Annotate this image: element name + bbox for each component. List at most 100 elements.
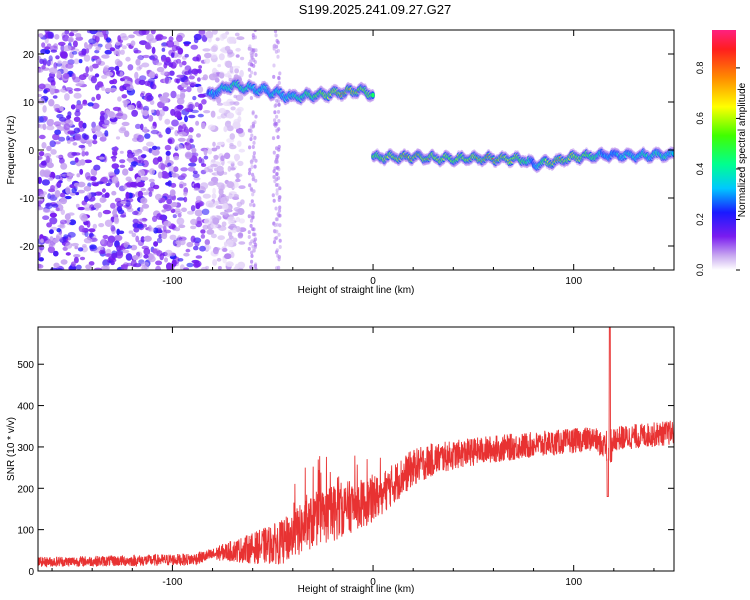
noise-cell — [216, 102, 224, 106]
noise-cell — [232, 237, 238, 243]
noise-cell — [276, 54, 280, 59]
noise-cell — [248, 241, 252, 246]
noise-cell — [74, 33, 82, 38]
noise-cell — [229, 167, 236, 171]
noise-cell — [211, 193, 217, 199]
noise-cell — [73, 254, 81, 258]
noise-cell — [157, 156, 163, 163]
noise-cell — [208, 202, 216, 208]
noise-cell — [170, 90, 177, 99]
noise-cell — [90, 75, 97, 84]
noise-cell — [137, 155, 145, 161]
noise-cell — [117, 35, 122, 43]
noise-cell — [55, 233, 63, 240]
noise-cell — [277, 257, 281, 262]
noise-cell — [46, 145, 52, 152]
noise-cell — [230, 106, 236, 111]
noise-cell — [120, 214, 127, 218]
noise-cell — [163, 204, 172, 212]
noise-cell — [152, 215, 158, 222]
noise-cell — [50, 49, 58, 53]
noise-cell — [138, 79, 146, 86]
noise-cell — [253, 164, 257, 169]
noise-cell — [49, 88, 55, 95]
noise-cell — [140, 187, 146, 192]
noise-cell — [197, 85, 204, 94]
noise-cell — [110, 260, 115, 266]
noise-cell — [219, 33, 225, 41]
noise-cell — [104, 87, 112, 93]
noise-cell — [155, 265, 161, 270]
noise-cell — [247, 235, 251, 239]
noise-cell — [235, 54, 240, 58]
noise-cell — [103, 66, 108, 72]
noise-cell — [177, 258, 184, 262]
noise-cell — [274, 250, 279, 255]
noise-cell — [48, 188, 56, 193]
noise-cell — [176, 104, 184, 110]
noise-cell — [229, 133, 236, 140]
noise-cell — [189, 138, 194, 143]
noise-cell — [85, 66, 90, 74]
noise-cell — [90, 127, 99, 132]
noise-cell — [210, 233, 217, 239]
noise-cell — [94, 49, 100, 54]
noise-cell — [117, 96, 122, 102]
noise-cell — [113, 216, 119, 223]
noise-cell — [181, 207, 187, 213]
noise-cell — [123, 185, 128, 190]
noise-cell — [167, 162, 172, 167]
noise-cell — [91, 96, 96, 102]
noise-cell — [65, 186, 71, 194]
noise-cell — [85, 140, 92, 145]
spectrogram-x-ticks: -100 0 100 — [51, 30, 655, 287]
noise-cell — [102, 234, 109, 240]
noise-cell — [184, 71, 190, 76]
noise-cell — [83, 185, 92, 192]
noise-cell — [73, 58, 80, 65]
noise-cell — [229, 143, 234, 147]
noise-cell — [273, 43, 277, 48]
noise-cell — [237, 208, 245, 215]
noise-cell — [101, 86, 105, 91]
noise-cell — [142, 146, 149, 151]
noise-cell — [82, 99, 88, 105]
noise-cell — [277, 119, 281, 123]
noise-cell — [273, 179, 277, 184]
noise-cell — [161, 55, 167, 63]
noise-cell — [190, 44, 199, 50]
noise-cell — [155, 33, 164, 41]
noise-cell — [177, 137, 186, 142]
noise-cell — [202, 224, 209, 230]
noise-cell — [271, 193, 275, 198]
y-tick-label: 100 — [17, 526, 34, 537]
noise-cell — [254, 242, 258, 247]
y-tick-label: 0 — [28, 146, 34, 157]
noise-cell — [238, 148, 246, 153]
noise-cell — [247, 61, 251, 66]
noise-cell — [146, 33, 155, 42]
noise-cell — [38, 68, 44, 73]
noise-cell — [92, 183, 99, 187]
noise-cell — [184, 129, 190, 133]
noise-cell — [195, 195, 202, 202]
noise-cell — [171, 44, 178, 52]
noise-cell — [278, 186, 282, 191]
noise-cell — [58, 41, 66, 46]
noise-cell — [128, 230, 134, 234]
noise-cell — [190, 109, 199, 114]
noise-cell — [176, 197, 185, 201]
noise-cell — [72, 40, 78, 48]
noise-cell — [156, 213, 163, 220]
noise-cell — [162, 106, 169, 112]
noise-cell — [235, 127, 244, 134]
x-tick-label: -100 — [162, 577, 182, 588]
noise-cell — [135, 123, 141, 129]
y-tick-label: 500 — [17, 360, 34, 371]
noise-cell — [251, 145, 255, 149]
noise-cell — [42, 105, 47, 113]
y-tick-label: -10 — [20, 194, 35, 205]
noise-cell — [164, 118, 171, 125]
noise-cell — [133, 133, 139, 139]
noise-cell — [177, 47, 184, 55]
